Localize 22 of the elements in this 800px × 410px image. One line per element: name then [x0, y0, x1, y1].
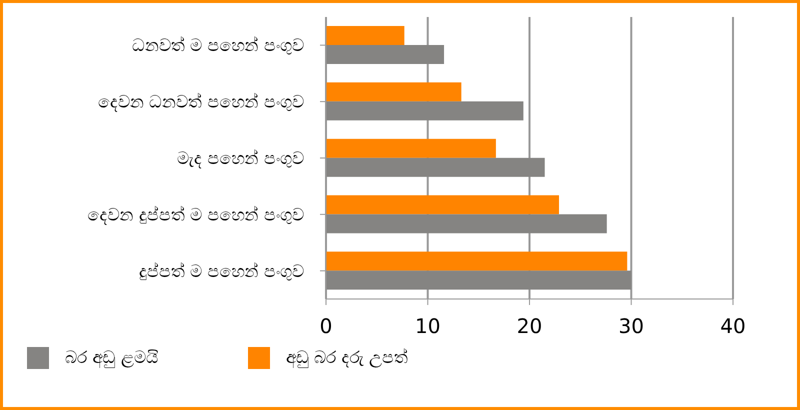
- bar: [326, 138, 496, 158]
- bar: [326, 101, 524, 120]
- y-tick-label: ධනවත් ම පහෙන් පංගුව: [132, 36, 304, 56]
- bar: [326, 270, 632, 290]
- bar: [326, 214, 607, 234]
- x-tick-label: 20: [516, 314, 542, 338]
- bar: [326, 26, 404, 46]
- y-tick-label: දෙවන ධනවත් පහෙන් පංගුව: [98, 92, 304, 113]
- y-tick-label: මැද පහෙන් පංගුව: [177, 149, 304, 169]
- bar: [326, 158, 545, 177]
- bar: [326, 82, 462, 102]
- bar: [326, 45, 444, 64]
- y-tick-label: දෙවන දුප්පත් ම පහෙන් පංගුව: [87, 205, 304, 226]
- legend-label: බර අඩු ළමයි: [65, 348, 158, 368]
- x-tick-label: 10: [415, 314, 440, 338]
- legend-label: අඩු බර දරු උපත්: [286, 348, 408, 368]
- bar: [326, 195, 560, 214]
- y-tick-label: දුප්පත් ම පහෙන් පංගුව: [138, 262, 304, 282]
- x-tick-label: 0: [320, 314, 332, 338]
- x-tick-label: 30: [618, 314, 644, 338]
- bar: [326, 252, 628, 271]
- x-tick-label: 40: [720, 314, 746, 338]
